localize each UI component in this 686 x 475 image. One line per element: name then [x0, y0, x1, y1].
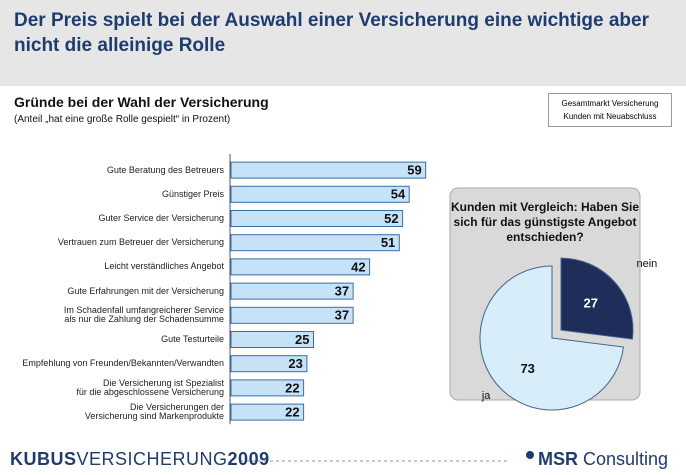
value-label: 42: [351, 259, 365, 274]
category-label: Gute Testurteile: [161, 334, 224, 344]
category-label: Im Schadenfall umfangreicherer Service a…: [63, 305, 224, 325]
value-label: 22: [285, 405, 299, 420]
pie-title: Kunden mit Vergleich: Haben Sie sich für…: [450, 200, 640, 244]
bar: [230, 306, 354, 324]
company-part: Consulting: [583, 449, 669, 469]
category-label: Guter Service der Versicherung: [98, 213, 224, 223]
value-label: 59: [407, 163, 421, 178]
brand-part: 2009: [227, 449, 270, 469]
pie-slice: [560, 257, 634, 340]
category-label: Empfehlung von Freunden/Bekannten/Verwan…: [22, 358, 224, 369]
brand-part: VERSICHERUNG: [76, 449, 228, 469]
category-label: Gute Beratung des Betreuers: [106, 164, 224, 175]
company-part: MSR: [538, 449, 578, 469]
brand-part: KUBUS: [10, 449, 77, 469]
bar: [230, 355, 308, 373]
category-label: Gute Erfahrungen mit der Versicherung: [67, 285, 224, 296]
category-label: nein: [636, 258, 657, 270]
bar: [230, 282, 354, 300]
info-box: Gesamtmarkt Versicherung Kunden mit Neua…: [548, 93, 672, 127]
company: MSR Consulting: [538, 449, 668, 470]
pie-slice: [479, 265, 624, 411]
category-label: ja: [481, 390, 491, 402]
bar: [230, 185, 410, 203]
logo-dot: [526, 451, 534, 459]
brand: KUBUSVERSICHERUNG2009: [10, 449, 270, 470]
info-line: Gesamtmarkt Versicherung: [561, 99, 659, 108]
value-label: 54: [391, 187, 406, 202]
value-label: 52: [384, 211, 398, 226]
value-label: 27: [583, 295, 597, 310]
bar: [230, 403, 305, 421]
value-label: 51: [381, 235, 395, 250]
header-band: [0, 0, 686, 86]
category-label: Die Versicherung ist Spezialist für die …: [76, 377, 224, 397]
value-label: 25: [295, 332, 309, 347]
chart-title: Gründe bei der Wahl der Versicherung: [14, 94, 269, 110]
value-label: 22: [285, 380, 299, 395]
bar: [230, 258, 371, 276]
category-label: Leicht verständliches Angebot: [104, 261, 224, 272]
value-label: 37: [335, 284, 349, 299]
bar: [230, 234, 400, 252]
chart-subtitle: (Anteil „hat eine große Rolle gespielt“ …: [14, 114, 231, 125]
bar: [230, 210, 404, 227]
bar: [230, 161, 427, 179]
bar: [230, 331, 314, 348]
info-line: Kunden mit Neuabschluss: [563, 112, 657, 121]
slide-title: Der Preis spielt bei der Auswahl einer V…: [14, 10, 649, 56]
value-label: 37: [335, 308, 349, 323]
category-label: Die Versicherungen der Versicherung sind…: [84, 402, 224, 422]
category-label: Günstiger Preis: [161, 188, 224, 199]
category-label: Vertrauen zum Betreuer der Versicherung: [57, 237, 224, 248]
bar: [230, 379, 305, 397]
value-label: 23: [288, 356, 302, 371]
value-label: 73: [520, 361, 534, 376]
